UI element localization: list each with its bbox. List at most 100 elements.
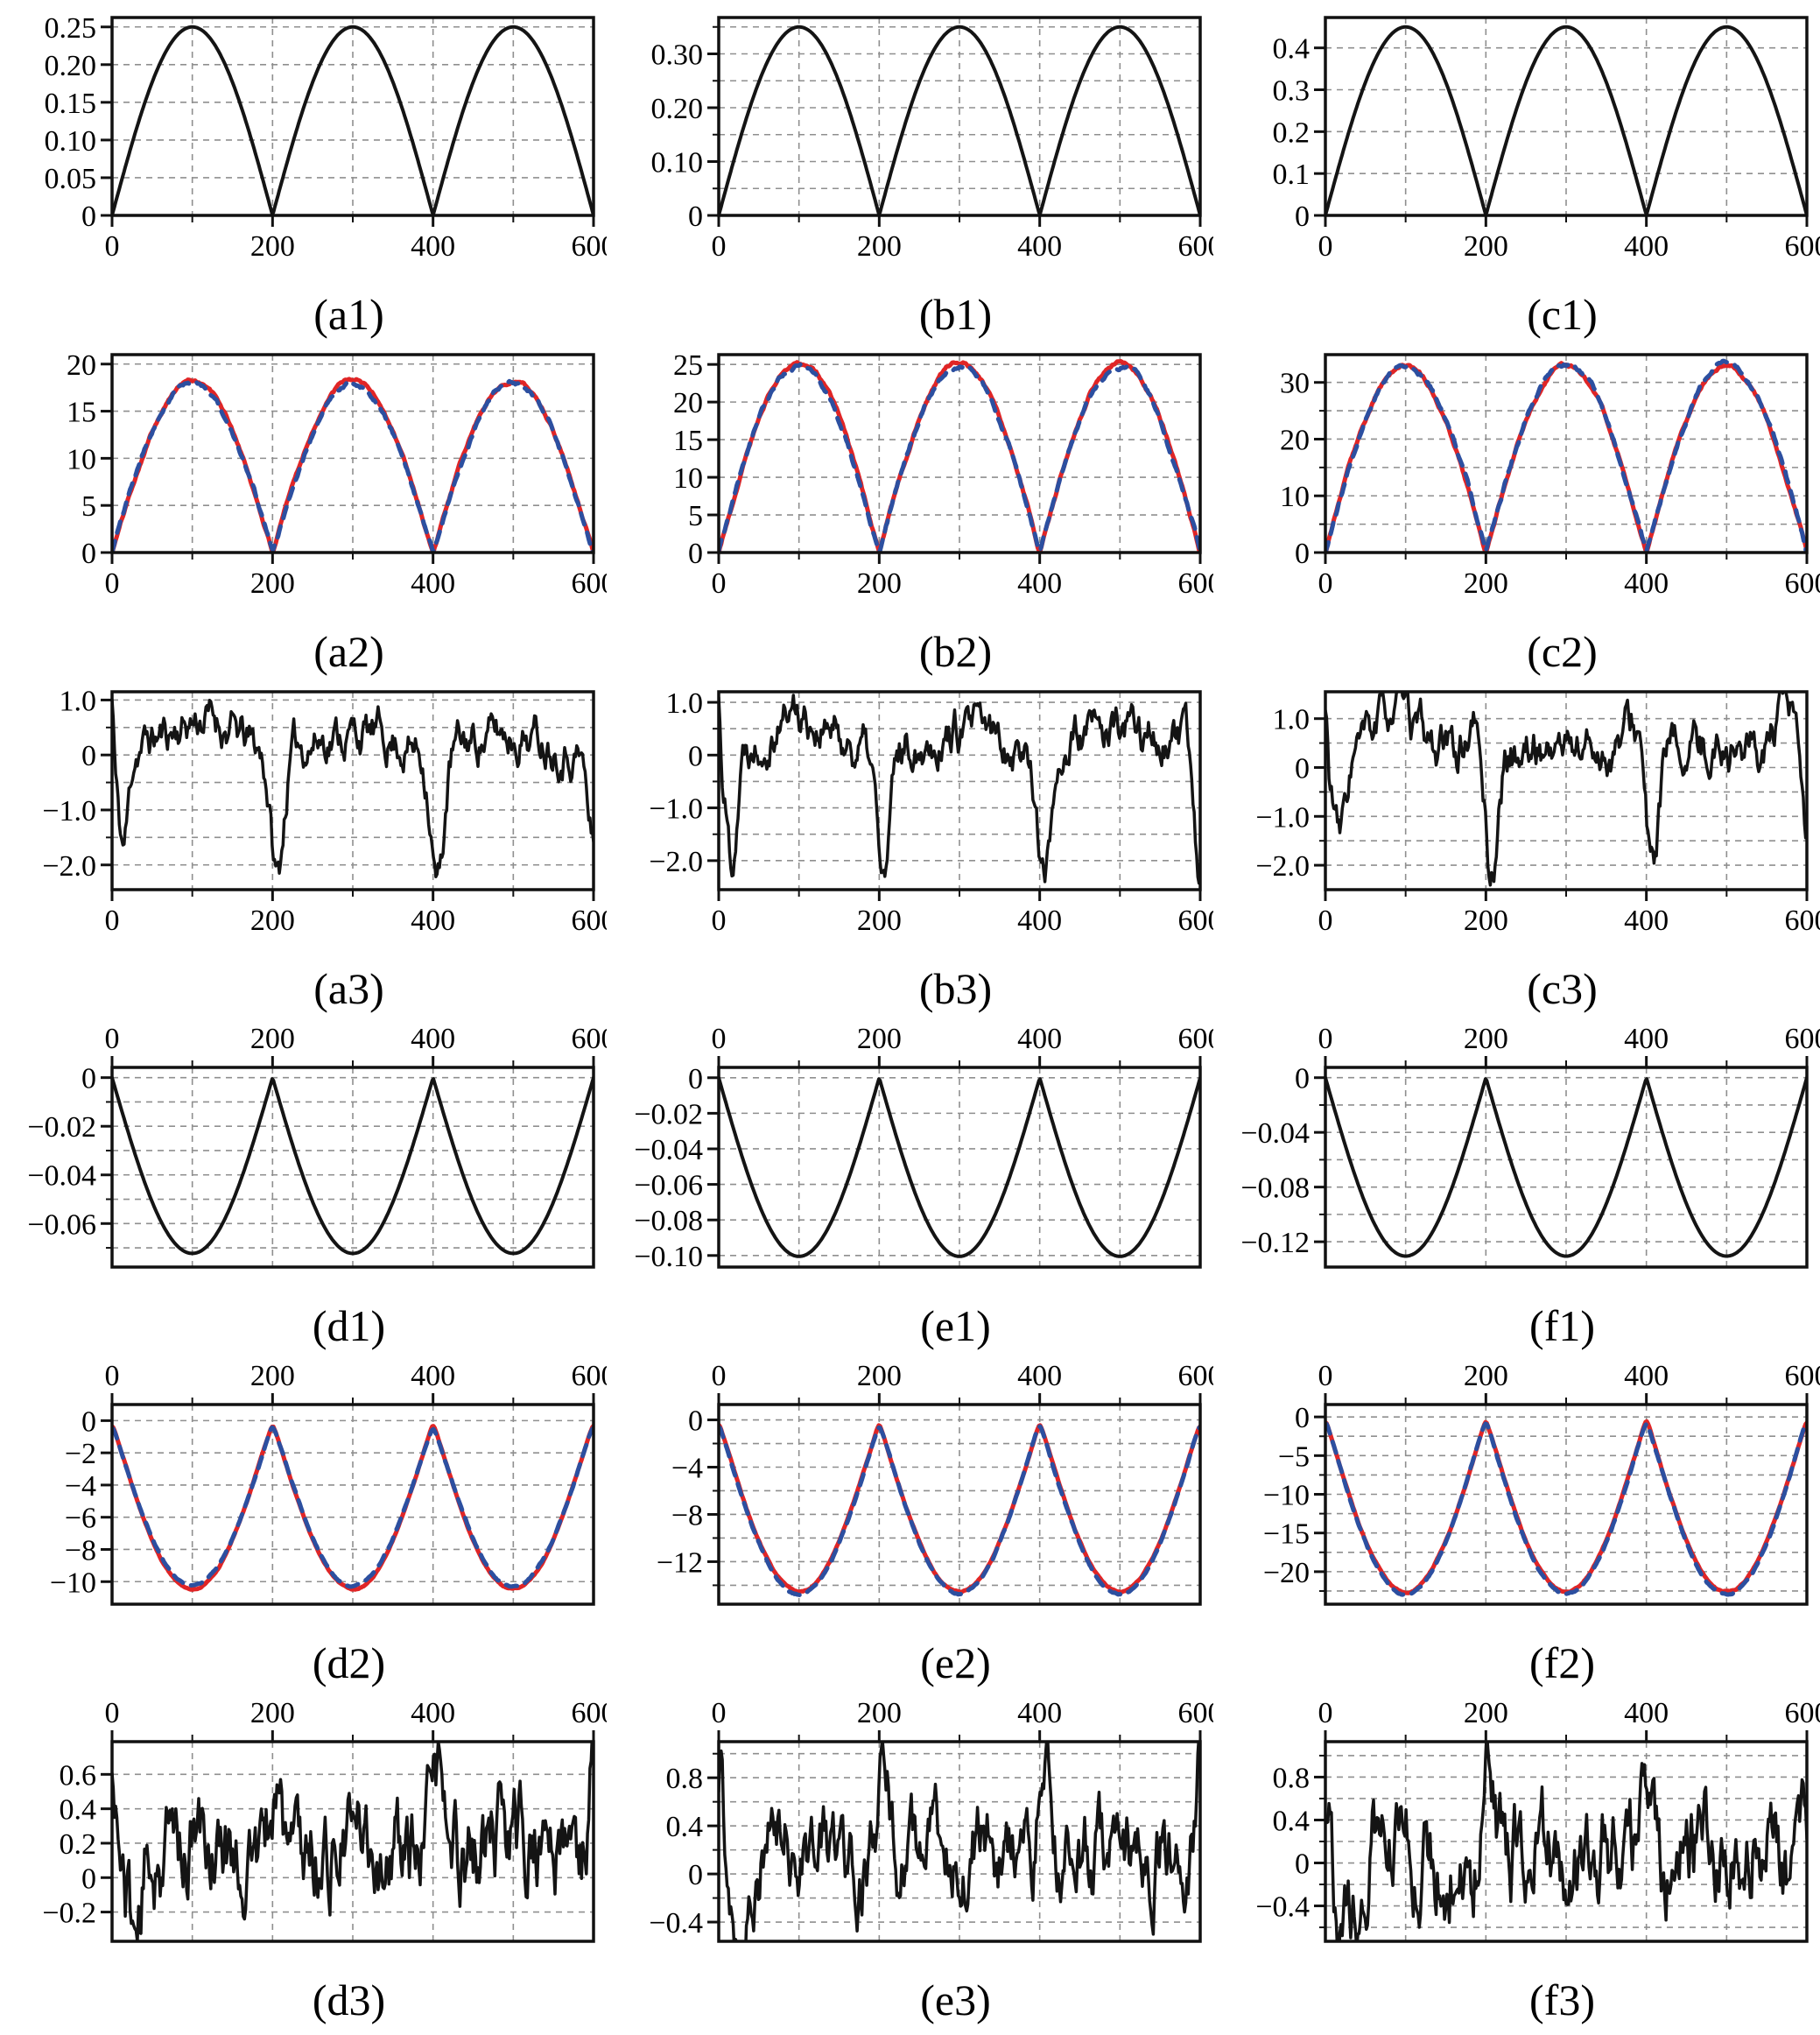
subplot-caption: (a3) bbox=[313, 964, 384, 1013]
svg-text:400: 400 bbox=[1017, 1697, 1062, 1729]
svg-text:400: 400 bbox=[1017, 1360, 1062, 1392]
svg-text:0.8: 0.8 bbox=[666, 1763, 704, 1795]
svg-text:−1.0: −1.0 bbox=[42, 795, 96, 827]
svg-text:400: 400 bbox=[411, 905, 455, 937]
svg-text:10: 10 bbox=[67, 443, 96, 475]
svg-text:0.30: 0.30 bbox=[651, 39, 704, 72]
svg-text:200: 200 bbox=[1464, 905, 1508, 937]
chart-canvas-c2: 30 20 10 00 200 400 600 bbox=[1280, 353, 1820, 600]
svg-text:0: 0 bbox=[1318, 1360, 1333, 1392]
subplot-caption: (c2) bbox=[1527, 627, 1598, 676]
svg-text:400: 400 bbox=[411, 1023, 455, 1055]
subplot-a3: 1.0 0 −1.0 −2.0 0 200 400 600 (a3) bbox=[0, 681, 607, 1018]
svg-text:600: 600 bbox=[572, 1697, 608, 1729]
svg-text:−20: −20 bbox=[1263, 1557, 1310, 1589]
svg-text:600: 600 bbox=[1785, 230, 1820, 263]
svg-text:0: 0 bbox=[105, 1023, 120, 1055]
svg-text:−10: −10 bbox=[1263, 1480, 1310, 1512]
svg-text:600: 600 bbox=[1178, 230, 1214, 263]
svg-text:0: 0 bbox=[1295, 752, 1310, 785]
svg-text:0: 0 bbox=[105, 905, 120, 937]
subplot-b3: 1.0 0 −1.0 −2.0 0 200 400 600 (b3) bbox=[607, 681, 1213, 1018]
chart-canvas-c1: 0.4 0.3 0.2 0.1 00 200 400 600 bbox=[1273, 16, 1820, 263]
subplot-caption: (e2) bbox=[920, 1638, 991, 1687]
svg-text:0: 0 bbox=[688, 1405, 703, 1438]
svg-text:−0.08: −0.08 bbox=[634, 1205, 703, 1237]
svg-text:0: 0 bbox=[688, 201, 703, 233]
svg-text:600: 600 bbox=[572, 1023, 608, 1055]
svg-text:200: 200 bbox=[250, 230, 295, 263]
svg-text:−15: −15 bbox=[1263, 1518, 1310, 1551]
svg-text:0.4: 0.4 bbox=[60, 1794, 97, 1827]
svg-text:0: 0 bbox=[1318, 1023, 1333, 1055]
subplot-caption: (b3) bbox=[918, 964, 993, 1013]
subplot-caption: (d3) bbox=[312, 1975, 386, 2024]
svg-text:−5: −5 bbox=[1278, 1440, 1310, 1473]
chart-canvas-c3: 1.00−1.0−2.00200400600 bbox=[1255, 690, 1820, 937]
svg-text:200: 200 bbox=[1464, 230, 1508, 263]
svg-text:−0.06: −0.06 bbox=[634, 1170, 703, 1202]
svg-text:0.8: 0.8 bbox=[1273, 1762, 1311, 1794]
svg-text:400: 400 bbox=[411, 1360, 455, 1392]
subplot-b2: 25 20 15 10 5 00 200 400 600 (b2) bbox=[607, 344, 1213, 681]
svg-text:−0.08: −0.08 bbox=[1240, 1172, 1310, 1205]
subplot-caption: (e1) bbox=[920, 1301, 991, 1350]
svg-text:600: 600 bbox=[1178, 567, 1214, 600]
subplot-c2: 30 20 10 00 200 400 600 (c2) bbox=[1213, 344, 1820, 681]
svg-text:200: 200 bbox=[857, 1697, 902, 1729]
svg-text:0.1: 0.1 bbox=[1273, 158, 1311, 191]
svg-text:0: 0 bbox=[712, 1697, 727, 1729]
svg-text:0.15: 0.15 bbox=[45, 88, 97, 120]
svg-text:0: 0 bbox=[688, 538, 703, 570]
svg-text:−10: −10 bbox=[50, 1567, 96, 1599]
subplot-f2: 0 −5 −10 −15 −20 0 200 400 600 (f2) bbox=[1213, 1355, 1820, 1693]
svg-text:400: 400 bbox=[1624, 1697, 1669, 1729]
chart-canvas-a2: 20 15 10 5 00 200 400 600 bbox=[67, 349, 607, 600]
svg-text:5: 5 bbox=[81, 490, 96, 523]
chart-canvas-f1: 0 −0.04 −0.08 −0.12 0 200 400 600 bbox=[1240, 1023, 1820, 1269]
svg-text:20: 20 bbox=[1280, 424, 1310, 456]
subplot-caption: (d2) bbox=[312, 1638, 386, 1687]
svg-text:−0.4: −0.4 bbox=[1255, 1891, 1310, 1924]
svg-text:−8: −8 bbox=[65, 1534, 96, 1567]
subplot-caption: (e3) bbox=[920, 1975, 991, 2024]
svg-text:−0.02: −0.02 bbox=[27, 1111, 96, 1144]
svg-text:−6: −6 bbox=[65, 1503, 96, 1535]
svg-text:0: 0 bbox=[81, 538, 96, 570]
svg-text:400: 400 bbox=[1624, 1360, 1669, 1392]
svg-text:0.05: 0.05 bbox=[45, 163, 97, 195]
svg-text:0: 0 bbox=[81, 740, 96, 772]
svg-text:200: 200 bbox=[857, 567, 902, 600]
svg-text:200: 200 bbox=[857, 1023, 902, 1055]
chart-canvas-a3: 1.0 0 −1.0 −2.0 0 200 400 600 bbox=[42, 685, 607, 937]
subplot-c3: 1.00−1.0−2.00200400600(c3) bbox=[1213, 681, 1820, 1018]
svg-text:200: 200 bbox=[250, 1360, 295, 1392]
svg-text:20: 20 bbox=[67, 349, 96, 382]
subplot-f3: 0.8 0.4 0 −0.4 0 200 400 600 (f3) bbox=[1213, 1693, 1820, 2030]
chart-canvas-b3: 1.0 0 −1.0 −2.0 0 200 400 600 bbox=[649, 687, 1213, 937]
svg-text:0: 0 bbox=[1295, 201, 1310, 233]
svg-text:0: 0 bbox=[1318, 905, 1333, 937]
subplot-caption: (d1) bbox=[312, 1301, 386, 1350]
svg-text:0: 0 bbox=[1295, 1402, 1310, 1434]
svg-text:400: 400 bbox=[411, 1697, 455, 1729]
svg-text:15: 15 bbox=[67, 397, 96, 429]
svg-text:−0.2: −0.2 bbox=[42, 1898, 96, 1930]
svg-text:600: 600 bbox=[1178, 1360, 1214, 1392]
svg-text:200: 200 bbox=[250, 567, 295, 600]
svg-text:0.20: 0.20 bbox=[45, 50, 97, 82]
svg-text:−2.0: −2.0 bbox=[42, 850, 96, 883]
subplot-c1: 0.4 0.3 0.2 0.1 00 200 400 600 (c1) bbox=[1213, 7, 1820, 344]
subplot-caption: (c3) bbox=[1527, 964, 1598, 1013]
svg-text:1.0: 1.0 bbox=[1273, 704, 1311, 736]
svg-text:400: 400 bbox=[411, 567, 455, 600]
svg-text:600: 600 bbox=[1785, 1697, 1820, 1729]
svg-text:0: 0 bbox=[712, 567, 727, 600]
svg-text:600: 600 bbox=[1178, 1697, 1214, 1729]
svg-text:−0.12: −0.12 bbox=[1240, 1227, 1310, 1259]
subplot-e2: 0 −4 −8 −12 0 200 400 600 (e2) bbox=[607, 1355, 1213, 1693]
svg-text:400: 400 bbox=[1017, 905, 1062, 937]
svg-text:0.20: 0.20 bbox=[651, 93, 704, 125]
svg-text:600: 600 bbox=[1785, 567, 1820, 600]
